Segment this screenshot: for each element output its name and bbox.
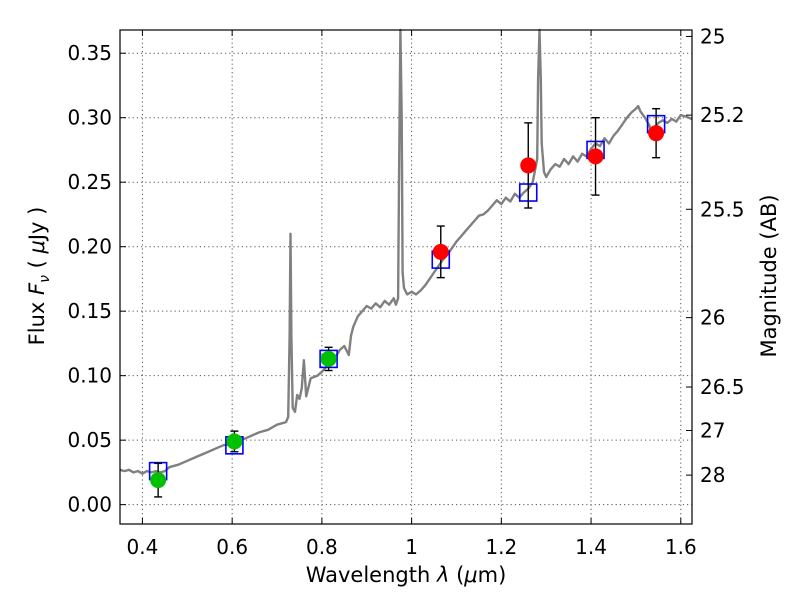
x-axis-label: Wavelength λ (μm) <box>306 563 507 587</box>
x-tick-label: 0.4 <box>127 535 159 559</box>
x-tick-label: 1 <box>405 535 418 559</box>
y2-tick-labels: 25 25.2 25.5 26 26.5 27 28 <box>700 24 745 487</box>
y-axis-label: Flux Fν ( μJy ) <box>25 207 53 346</box>
plot-frame <box>119 29 693 525</box>
x-tick-label: 1.6 <box>665 535 697 559</box>
x-tick-label: 1.2 <box>485 535 517 559</box>
observed-points <box>150 107 665 498</box>
y2-tick-label: 27 <box>700 418 725 442</box>
y2-tick-label: 25 <box>700 24 725 48</box>
observed-point <box>150 472 167 489</box>
y2-axis-label: Magnitude (AB) <box>757 194 781 357</box>
y-tick-label: 0.20 <box>67 235 112 259</box>
y-tick-label: 0.25 <box>67 170 112 194</box>
observed-point <box>432 243 449 260</box>
observed-point <box>520 157 537 174</box>
y-tick-label: 0.15 <box>67 299 112 323</box>
y-tick-label: 0.10 <box>67 364 112 388</box>
spectrum-line <box>119 28 693 475</box>
y2-tick-label: 25.2 <box>700 103 745 127</box>
x-tick-labels: 0.4 0.6 0.8 1 1.2 1.4 1.6 <box>127 535 697 559</box>
x-tick-label: 0.8 <box>306 535 338 559</box>
y-tick-labels: 0.00 0.05 0.10 0.15 0.20 0.25 0.30 0.35 <box>67 41 112 516</box>
observed-point <box>648 125 665 142</box>
observed-point <box>587 148 604 165</box>
y-tick-label: 0.00 <box>67 493 112 517</box>
y-tick-label: 0.05 <box>67 428 112 452</box>
y-tick-label: 0.35 <box>67 41 112 65</box>
y-tick-label: 0.30 <box>67 106 112 130</box>
y2-tick-label: 26.5 <box>700 375 745 399</box>
y2-tick-label: 26 <box>700 306 725 330</box>
grid <box>120 30 692 524</box>
spectrum-layer <box>119 28 693 475</box>
y2-tick-label: 28 <box>700 463 725 487</box>
y2-tick-label: 25.5 <box>700 197 745 221</box>
x-tick-label: 1.4 <box>575 535 607 559</box>
ticks <box>120 30 692 524</box>
observed-point <box>226 433 243 450</box>
x-tick-label: 0.6 <box>216 535 248 559</box>
observed-point <box>320 350 337 367</box>
